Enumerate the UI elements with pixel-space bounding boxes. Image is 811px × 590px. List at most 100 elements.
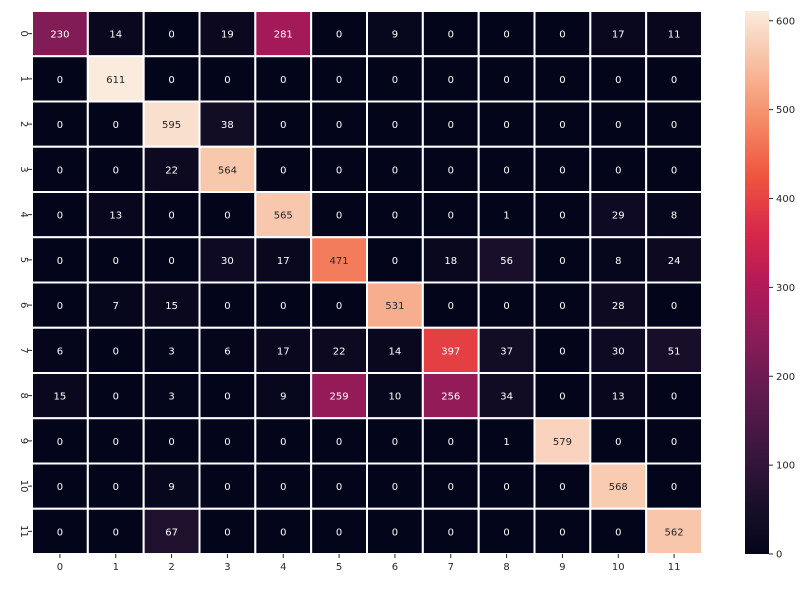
cell-value-label: 24 — [668, 256, 681, 267]
heatmap-cell — [366, 55, 424, 103]
heatmap-cell — [477, 462, 536, 510]
heatmap-cell — [477, 145, 536, 193]
y-tick-label: 0 — [18, 30, 29, 36]
y-tick-label: 8 — [18, 392, 29, 398]
cell-value-label: 0 — [168, 437, 174, 448]
cell-value-label: 1 — [503, 437, 509, 448]
cell-value-label: 0 — [113, 482, 119, 493]
cell-value-label: 0 — [113, 165, 119, 176]
heatmap-cell — [533, 10, 592, 58]
colorbar-gradient — [745, 11, 769, 554]
cell-value-label: 0 — [392, 165, 398, 176]
cell-value-label: 22 — [165, 165, 178, 176]
heatmap-cell — [86, 372, 145, 420]
cell-value-label: 0 — [57, 120, 63, 131]
cell-value-label: 564 — [218, 165, 237, 176]
cell-value-label: 56 — [500, 256, 513, 267]
cell-value-label: 0 — [448, 211, 454, 222]
heatmap-cell — [645, 372, 704, 420]
cell-value-label: 0 — [503, 482, 509, 493]
cell-value-label: 14 — [109, 30, 122, 41]
heatmap-cell — [645, 281, 704, 329]
heatmap-cell — [31, 326, 89, 374]
cell-value-label: 0 — [392, 482, 398, 493]
cell-value-label: 0 — [392, 256, 398, 267]
heatmap-cell — [589, 191, 648, 239]
cell-value-label: 22 — [333, 346, 346, 357]
x-tick-label: 8 — [503, 562, 509, 573]
cell-value-label: 30 — [612, 346, 625, 357]
cell-value-label: 17 — [612, 30, 625, 41]
cell-value-label: 0 — [336, 165, 342, 176]
cell-value-label: 0 — [559, 211, 565, 222]
cell-value-label: 0 — [168, 211, 174, 222]
cell-value-label: 8 — [615, 256, 621, 267]
cell-value-label: 0 — [224, 301, 230, 312]
cell-value-label: 0 — [503, 120, 509, 131]
cell-value-label: 0 — [57, 75, 63, 86]
cell-value-label: 0 — [671, 165, 677, 176]
cell-value-label: 0 — [615, 75, 621, 86]
cell-value-label: 0 — [448, 527, 454, 538]
cell-value-label: 0 — [671, 75, 677, 86]
cell-value-label: 19 — [221, 30, 234, 41]
cell-value-label: 0 — [280, 165, 286, 176]
cell-value-label: 0 — [559, 30, 565, 41]
cell-value-label: 0 — [224, 482, 230, 493]
colorbar-tick-label: 100 — [776, 461, 795, 472]
cell-value-label: 0 — [336, 482, 342, 493]
cell-value-label: 0 — [559, 165, 565, 176]
cell-value-label: 14 — [389, 346, 402, 357]
heatmap-cell — [366, 507, 424, 555]
heatmap-cell — [254, 100, 313, 148]
cell-value-label: 30 — [221, 256, 234, 267]
heatmap-cell — [645, 507, 704, 555]
heatmap-cell — [477, 281, 536, 329]
heatmap-cell — [310, 462, 368, 510]
cell-value-label: 0 — [559, 346, 565, 357]
cell-value-label: 0 — [392, 120, 398, 131]
cell-value-label: 37 — [500, 346, 513, 357]
cell-value-label: 15 — [165, 301, 178, 312]
cell-value-label: 0 — [559, 256, 565, 267]
cell-value-label: 13 — [612, 392, 625, 403]
cell-value-label: 0 — [280, 301, 286, 312]
cell-value-label: 13 — [109, 211, 122, 222]
cell-value-label: 0 — [57, 527, 63, 538]
cell-value-label: 0 — [57, 437, 63, 448]
colorbar: 0 100 200 300 400 500 600 — [745, 11, 795, 561]
heatmap-cell — [366, 417, 424, 465]
heatmap-cell — [31, 281, 89, 329]
heatmap-cell — [533, 145, 592, 193]
cell-value-label: 7 — [113, 301, 119, 312]
heatmap-cell — [310, 10, 368, 58]
heatmap-cell — [366, 100, 424, 148]
cell-value-label: 0 — [280, 120, 286, 131]
cell-value-label: 0 — [113, 527, 119, 538]
heatmap-cell — [254, 55, 313, 103]
cell-value-label: 595 — [162, 120, 181, 131]
y-tick-label: 11 — [18, 525, 29, 538]
cell-value-label: 11 — [668, 30, 681, 41]
cell-value-label: 0 — [503, 75, 509, 86]
cell-value-label: 28 — [612, 301, 625, 312]
heatmap-cell — [366, 372, 424, 420]
x-tick-label: 9 — [559, 562, 565, 573]
cell-value-label: 0 — [448, 437, 454, 448]
heatmap-cell — [589, 462, 648, 510]
heatmap-cell — [86, 191, 145, 239]
colorbar-tick-label: 300 — [776, 283, 795, 294]
cell-value-label: 0 — [615, 120, 621, 131]
x-tick-label: 5 — [336, 562, 342, 573]
x-tick-label: 2 — [168, 562, 174, 573]
heatmap-cell — [86, 55, 145, 103]
cell-value-label: 6 — [57, 346, 63, 357]
cell-value-label: 611 — [106, 75, 125, 86]
heatmap-cell — [31, 145, 89, 193]
cell-value-label: 0 — [392, 211, 398, 222]
heatmap-cell — [142, 326, 201, 374]
cell-value-label: 15 — [54, 392, 67, 403]
cell-value-label: 0 — [615, 527, 621, 538]
y-axis-ticks: 0 1 2 3 4 5 6 7 8 9 10 11 — [18, 30, 32, 538]
cell-value-label: 34 — [500, 392, 513, 403]
